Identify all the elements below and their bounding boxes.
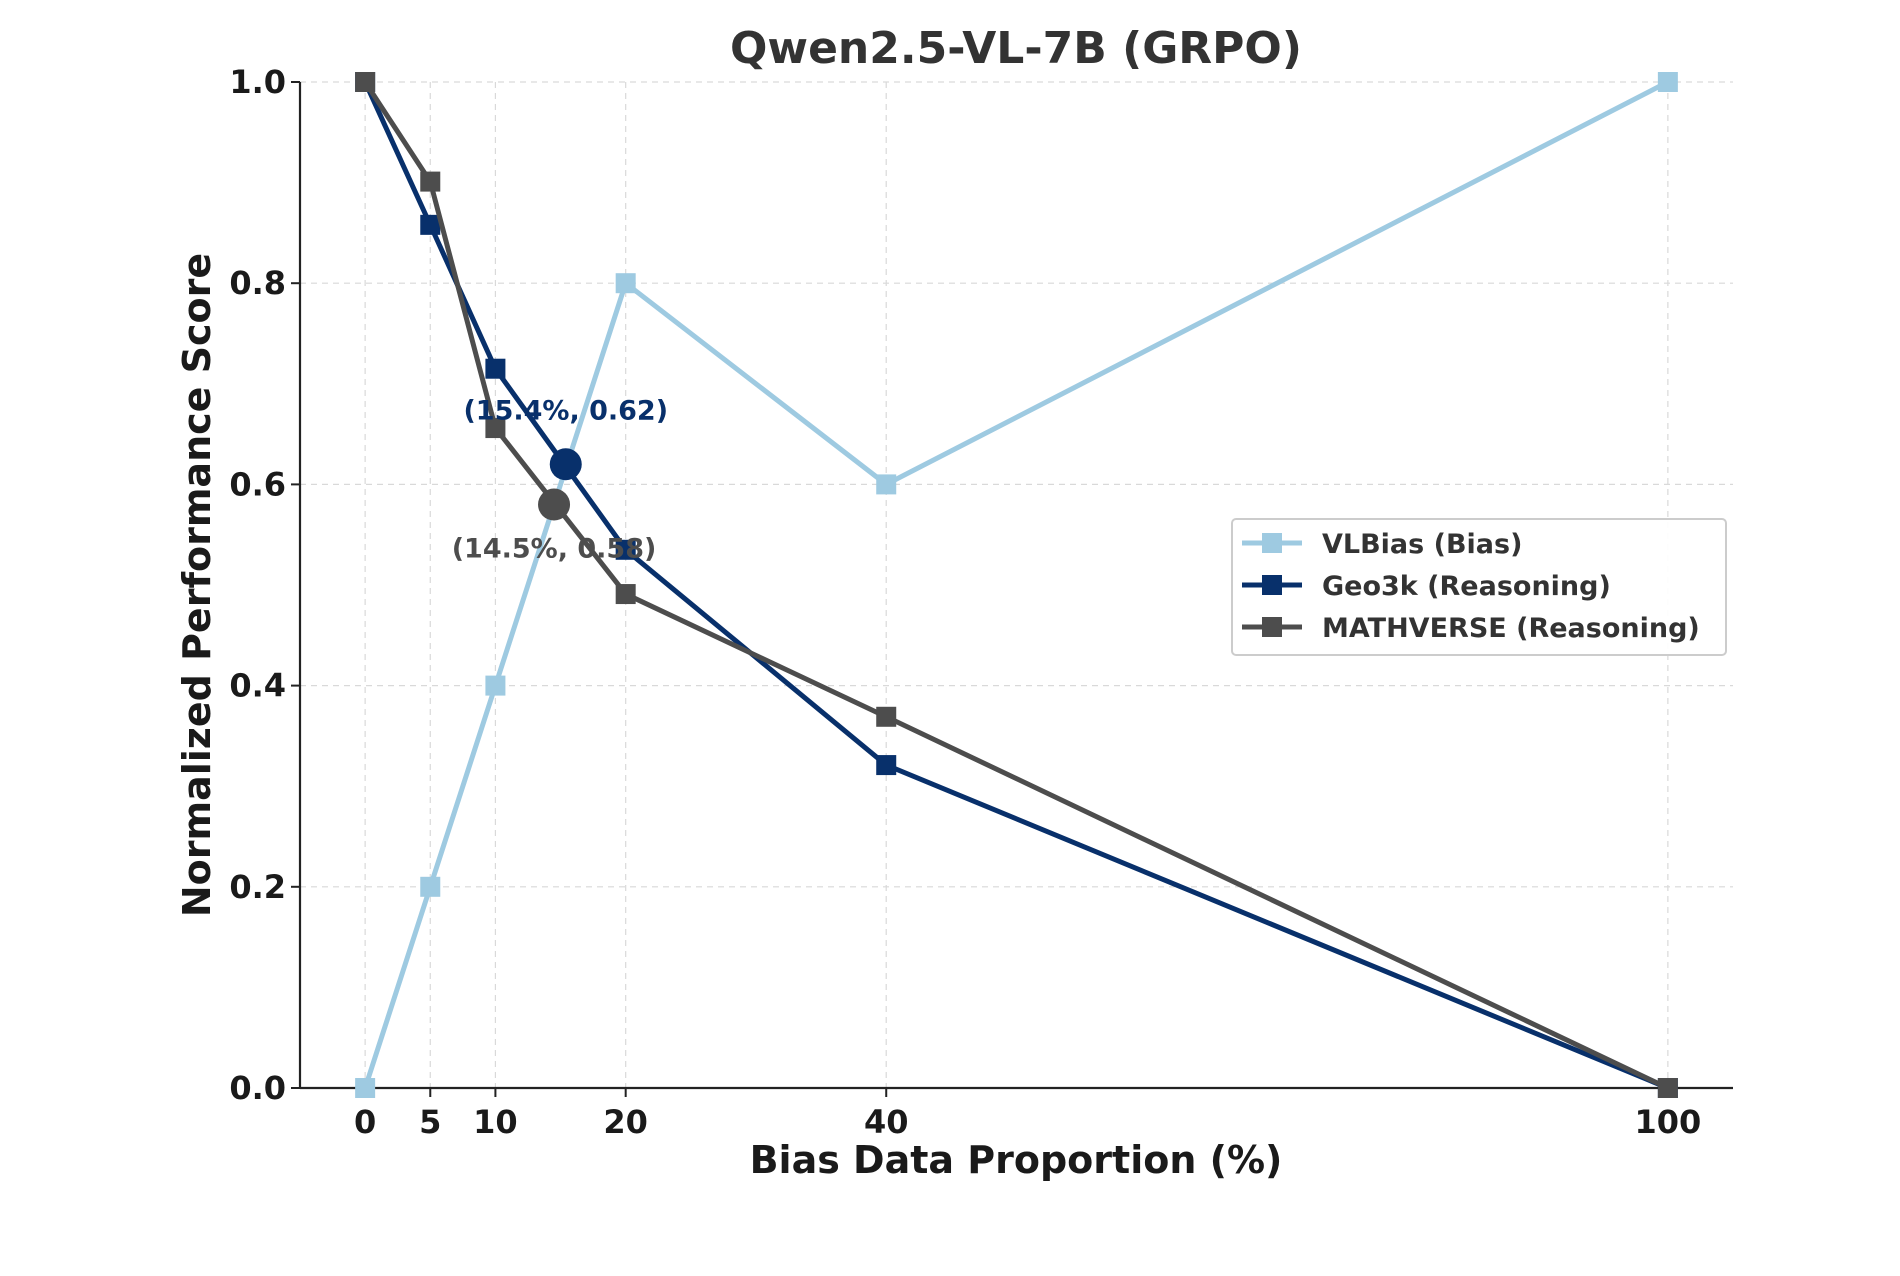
legend-entry: VLBias (Bias) (1242, 529, 1522, 560)
y-tick-label: 1.0 (229, 63, 286, 101)
x-axis-label: Bias Data Proportion (%) (750, 1138, 1283, 1182)
data-point (615, 539, 636, 560)
legend-label: VLBias (Bias) (1322, 529, 1522, 560)
x-tick-label: 5 (419, 1103, 441, 1141)
tick-labels: 0 5 10 20 40 100 0.0 0.2 0.4 0.6 0.8 1.0 (229, 63, 1701, 1141)
data-point (355, 1078, 376, 1098)
y-tick-label: 0.6 (229, 465, 286, 503)
data-point (1657, 72, 1678, 92)
x-tick-label: 10 (473, 1103, 518, 1141)
legend-entry: Geo3k (Reasoning) (1242, 571, 1611, 602)
legend-marker (1262, 575, 1282, 595)
legend-marker (1262, 617, 1282, 637)
annotation-label: (14.5%, 0.58) (452, 534, 657, 565)
x-tick-label: 0 (354, 1103, 376, 1141)
y-tick-label: 0.2 (229, 868, 286, 906)
data-point (420, 876, 441, 897)
data-point (355, 72, 376, 92)
series-0 (355, 72, 1678, 1098)
annotations: (15.4%, 0.62) (14.5%, 0.58) (452, 395, 668, 564)
legend-label: Geo3k (Reasoning) (1322, 571, 1611, 602)
chart-title: Qwen2.5-VL-7B (GRPO) (730, 23, 1302, 74)
data-point (420, 214, 441, 235)
intersection-point (549, 448, 582, 481)
x-tick-label: 100 (1634, 1103, 1701, 1141)
y-tick-label: 0.8 (229, 264, 286, 302)
legend-entry: MATHVERSE (Reasoning) (1242, 613, 1700, 644)
legend-label: MATHVERSE (Reasoning) (1322, 613, 1700, 644)
x-tick-label: 20 (603, 1103, 648, 1141)
series-line (362, 79, 1670, 1089)
intersection-point (538, 488, 571, 521)
legend: VLBias (Bias) Geo3k (Reasoning) MATHVERSE … (1231, 518, 1727, 656)
annotation-label: (15.4%, 0.62) (463, 395, 668, 426)
data-point (485, 675, 506, 696)
data-point (485, 358, 506, 379)
y-axis-label: Normalized Performance Score (175, 253, 219, 917)
y-tick-label: 0.0 (229, 1069, 286, 1107)
data-point (420, 171, 441, 192)
legend-marker (1262, 533, 1282, 553)
data-point (876, 755, 897, 776)
data-point (615, 273, 636, 294)
x-tick-label: 40 (864, 1103, 909, 1141)
y-tick-label: 0.4 (229, 667, 286, 705)
legend-frame (1231, 518, 1727, 656)
data-point (615, 584, 636, 605)
data-point (1657, 1078, 1678, 1098)
data-point (876, 474, 897, 495)
data-point (485, 418, 506, 439)
data-point (876, 706, 897, 727)
